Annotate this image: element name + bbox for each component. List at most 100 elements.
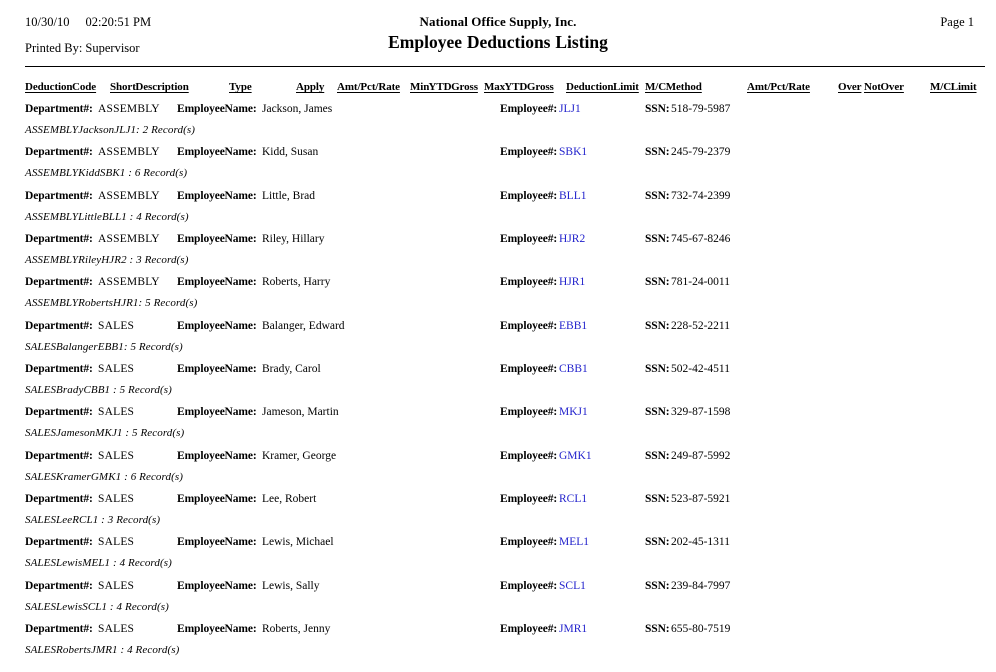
report-time: 02:20:51 PM xyxy=(85,15,152,29)
employee-row: Department#: SALES Employee Name: Lee, R… xyxy=(0,491,996,534)
ssn-label: SSN: xyxy=(645,623,670,636)
employee-row: Department#: SALES Employee Name: Lewis,… xyxy=(0,534,996,577)
employee-name-label: Employee Name: xyxy=(177,276,257,289)
employee-name-label: Employee Name: xyxy=(177,449,257,462)
department-value: SALES xyxy=(98,406,135,419)
employee-number-link[interactable]: RCL1 xyxy=(559,493,588,506)
column-header-amt-pct-rate: Amt/Pct/Rate xyxy=(337,81,400,93)
department-value: ASSEMBLY xyxy=(98,103,160,115)
row-record-summary: ASSEMBLYLittleBLL1 : 4 Record(s) xyxy=(25,210,189,223)
employee-name-label: Employee Name: xyxy=(177,493,257,506)
employee-row: Department#: SALES Employee Name: Jameso… xyxy=(0,404,996,447)
employee-name-label: Employee Name: xyxy=(177,579,257,592)
ssn-label: SSN: xyxy=(645,493,670,506)
employee-number-label: Employee#: xyxy=(500,449,558,462)
ssn-value: 245-79-2379 xyxy=(671,146,731,159)
department-value: SALES xyxy=(98,579,135,592)
column-header-mc-method: M/C Method xyxy=(645,81,702,93)
employee-name-label: Employee Name: xyxy=(177,233,257,246)
employee-number-link[interactable]: HJR1 xyxy=(559,276,586,289)
ssn-label: SSN: xyxy=(645,189,670,202)
employee-number-link[interactable]: EBB1 xyxy=(559,319,588,332)
ssn-label: SSN: xyxy=(645,319,670,332)
department-label: Department#: xyxy=(25,189,93,202)
department-label: Department#: xyxy=(25,493,93,506)
printed-by-value: Supervisor xyxy=(85,41,140,55)
employee-number-label: Employee#: xyxy=(500,276,558,289)
row-record-summary: SALESRobertsJMR1 : 4 Record(s) xyxy=(25,644,180,657)
employee-name-value: Little, Brad xyxy=(262,189,316,202)
column-header-type: Type xyxy=(229,81,252,93)
department-value: SALES xyxy=(98,363,135,376)
row-record-summary: ASSEMBLYRobertsHJR1: 5 Record(s) xyxy=(25,297,198,310)
employee-number-link[interactable]: CBB1 xyxy=(559,363,588,376)
employee-number-link[interactable]: JLJ1 xyxy=(559,103,581,115)
employee-number-link[interactable]: MKJ1 xyxy=(559,406,588,419)
report-datetime: 10/30/10 02:20:51 PM xyxy=(25,15,151,30)
employee-name-value: Riley, Hillary xyxy=(262,233,325,246)
employee-name-label: Employee Name: xyxy=(177,363,257,376)
department-label: Department#: xyxy=(25,233,93,246)
employee-number-link[interactable]: BLL1 xyxy=(559,189,587,202)
printed-by: Printed By: Supervisor xyxy=(25,41,140,56)
row-record-summary: SALESBalangerEBB1: 5 Record(s) xyxy=(25,340,183,353)
column-header-deduction-code: Deduction Code xyxy=(25,81,97,93)
row-record-summary: SALESLewisMEL1 : 4 Record(s) xyxy=(25,557,172,570)
department-label: Department#: xyxy=(25,623,93,636)
employee-number-label: Employee#: xyxy=(500,536,558,549)
employee-number-link[interactable]: JMR1 xyxy=(559,623,588,636)
column-header-deduction-limit: Deduction Limit xyxy=(566,81,639,93)
report-title: Employee Deductions Listing xyxy=(388,32,608,52)
department-label: Department#: xyxy=(25,103,93,115)
column-header-apply: Apply xyxy=(296,81,325,93)
row-record-summary: ASSEMBLYRileyHJR2 : 3 Record(s) xyxy=(25,254,189,267)
employee-row: Department#: ASSEMBLY Employee Name: Rob… xyxy=(0,274,996,317)
employee-number-label: Employee#: xyxy=(500,363,558,376)
column-header-over: Over xyxy=(838,81,862,93)
row-record-summary: ASSEMBLYJacksonJLJ1: 2 Record(s) xyxy=(25,124,195,136)
employee-number-link[interactable]: MEL1 xyxy=(559,536,590,549)
department-label: Department#: xyxy=(25,363,93,376)
ssn-label: SSN: xyxy=(645,146,670,159)
employee-number-link[interactable]: SCL1 xyxy=(559,579,586,592)
ssn-value: 502-42-4511 xyxy=(671,363,730,376)
page-number: Page 1 xyxy=(940,15,974,29)
ssn-value: 228-52-2211 xyxy=(671,319,730,332)
employee-number-link[interactable]: GMK1 xyxy=(559,449,592,462)
employee-name-label: Employee Name: xyxy=(177,189,257,202)
employee-name-value: Lewis, Sally xyxy=(262,579,320,592)
employee-number-label: Employee#: xyxy=(500,493,558,506)
report-date: 10/30/10 xyxy=(25,15,70,29)
department-label: Department#: xyxy=(25,579,93,592)
department-value: ASSEMBLY xyxy=(98,146,160,159)
employee-row: Department#: ASSEMBLY Employee Name: Jac… xyxy=(0,101,996,144)
employee-name-value: Roberts, Harry xyxy=(262,276,331,289)
employee-name-label: Employee Name: xyxy=(177,103,257,115)
ssn-value: 329-87-1598 xyxy=(671,406,731,419)
employee-number-link[interactable]: SBK1 xyxy=(559,146,588,159)
ssn-label: SSN: xyxy=(645,363,670,376)
department-label: Department#: xyxy=(25,319,93,332)
header-rule xyxy=(25,66,985,67)
employee-number-label: Employee#: xyxy=(500,579,558,592)
ssn-value: 781-24-0011 xyxy=(671,276,730,289)
row-record-summary: SALESJamesonMKJ1 : 5 Record(s) xyxy=(25,427,185,440)
employee-row: Department#: SALES Employee Name: Lewis,… xyxy=(0,578,996,621)
column-header-mc-limit: M/C Limit xyxy=(930,81,977,93)
employee-number-link[interactable]: HJR2 xyxy=(559,233,586,246)
department-label: Department#: xyxy=(25,406,93,419)
row-record-summary: SALESKramerGMK1 : 6 Record(s) xyxy=(25,470,184,483)
department-value: SALES xyxy=(98,493,135,506)
employee-name-value: Roberts, Jenny xyxy=(262,623,331,636)
department-label: Department#: xyxy=(25,449,93,462)
employee-row: Department#: ASSEMBLY Employee Name: Lit… xyxy=(0,188,996,231)
row-record-summary: SALESBradyCBB1 : 5 Record(s) xyxy=(25,384,172,397)
ssn-label: SSN: xyxy=(645,276,670,289)
printed-by-label: Printed By: xyxy=(25,41,83,55)
ssn-value: 239-84-7997 xyxy=(671,579,731,592)
company-name: National Office Supply, Inc. xyxy=(419,14,577,29)
department-label: Department#: xyxy=(25,276,93,289)
employee-name-value: Kramer, George xyxy=(262,449,337,462)
column-header-short-description: Short Description xyxy=(110,81,189,93)
